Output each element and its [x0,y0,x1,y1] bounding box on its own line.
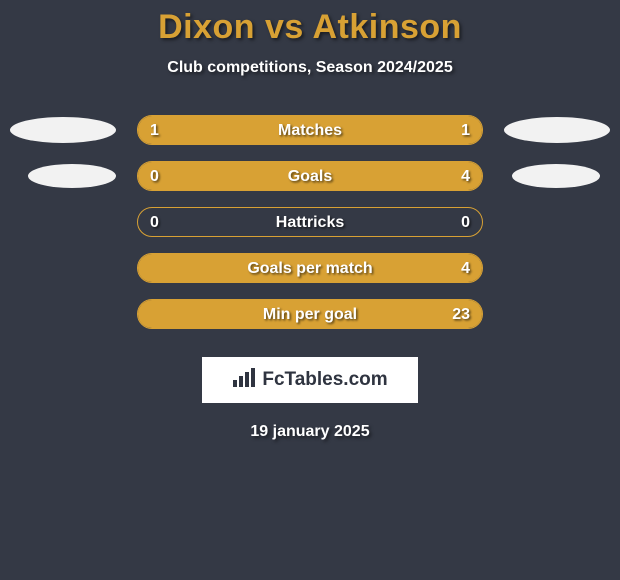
stat-row: 0 4 Goals [0,161,620,191]
left-value: 0 [150,162,159,191]
right-value: 4 [461,162,470,191]
stat-row: 4 Goals per match [0,253,620,283]
right-fill [200,162,482,190]
stat-bar: 1 1 Matches [137,115,483,145]
right-value: 23 [452,300,470,329]
date-label: 19 january 2025 [0,423,620,441]
stat-label: Goals per match [247,254,372,283]
stat-row: 23 Min per goal [0,299,620,329]
stat-row: 0 0 Hattricks [0,207,620,237]
left-indicator-ellipse [10,117,116,143]
stat-label: Hattricks [276,208,344,237]
subtitle: Club competitions, Season 2024/2025 [0,59,620,77]
right-indicator-ellipse [512,164,600,188]
bar-chart-icon [232,368,256,393]
right-value: 1 [461,116,470,145]
stat-bar: 0 0 Hattricks [137,207,483,237]
left-value: 1 [150,116,159,145]
left-value: 0 [150,208,159,237]
logo-text: FcTables.com [262,369,387,391]
stat-row: 1 1 Matches [0,115,620,145]
stat-label: Min per goal [263,300,357,329]
stat-bar: 0 4 Goals [137,161,483,191]
stat-bar: 4 Goals per match [137,253,483,283]
stat-label: Goals [288,162,332,191]
right-value: 4 [461,254,470,283]
right-indicator-ellipse [504,117,610,143]
page-title: Dixon vs Atkinson [0,0,620,47]
left-fill [138,162,200,190]
stat-label: Matches [278,116,342,145]
right-value: 0 [461,208,470,237]
left-indicator-ellipse [28,164,116,188]
source-logo: FcTables.com [202,357,418,403]
stat-bar: 23 Min per goal [137,299,483,329]
comparison-chart: 1 1 Matches 0 4 Goals 0 0 Hattricks 4 Goals per ma… [0,115,620,329]
